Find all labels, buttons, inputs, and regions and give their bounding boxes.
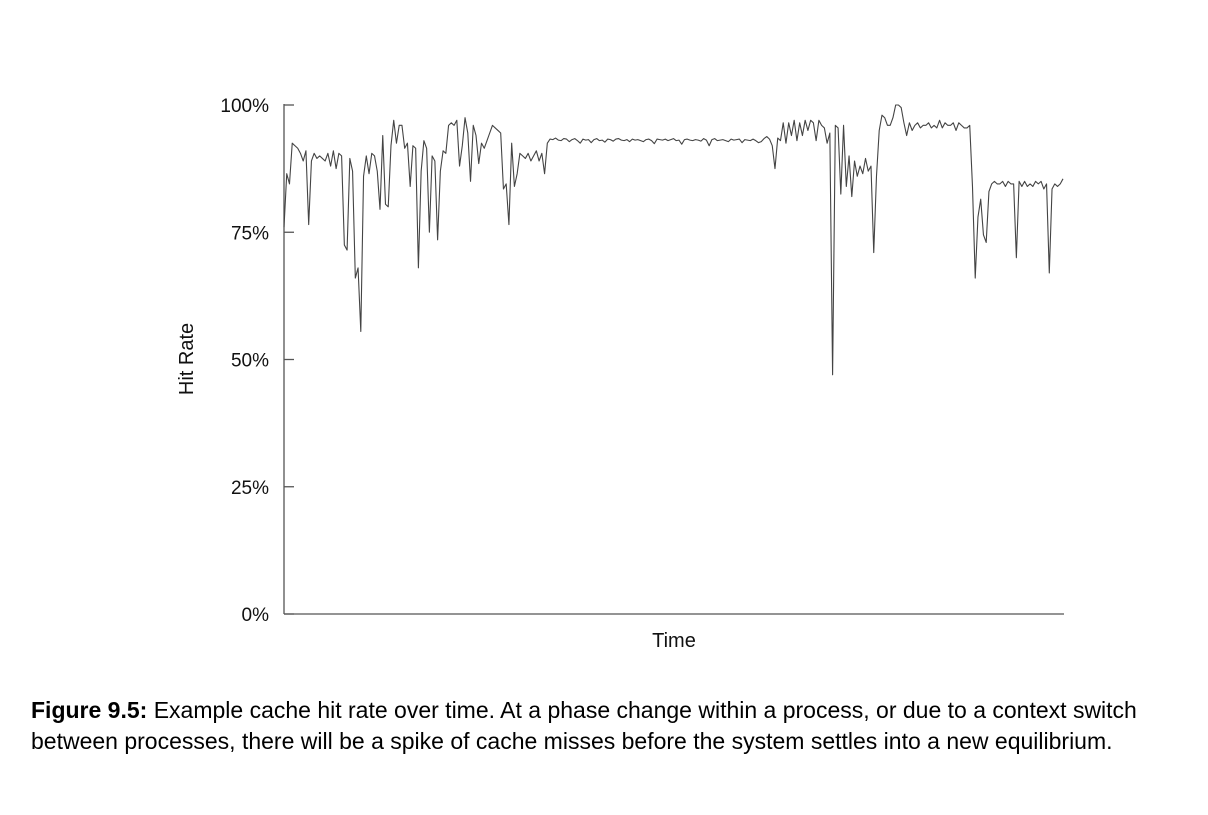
y-axis-title: Hit Rate (176, 323, 198, 395)
y-tick-label: 100% (220, 96, 269, 117)
y-tick-label: 0% (242, 605, 270, 626)
y-tick-label: 50% (231, 351, 269, 372)
cache-hit-rate-chart: 0% 25% 50% 75% 100% Time Hit Rate (176, 96, 1064, 652)
y-ticks: 0% 25% 50% 75% 100% (220, 96, 294, 626)
figure-caption: Figure 9.5: Example cache hit rate over … (31, 695, 1181, 757)
figure-caption-text: Example cache hit rate over time. At a p… (31, 697, 1137, 754)
x-axis-title: Time (652, 630, 696, 652)
y-tick-label: 25% (231, 478, 269, 499)
hit-rate-series-line (283, 104, 1064, 376)
figure-caption-label: Figure 9.5: (31, 697, 148, 723)
figure: 0% 25% 50% 75% 100% Time Hit Rate (176, 96, 1064, 652)
y-tick-label: 75% (231, 223, 269, 244)
